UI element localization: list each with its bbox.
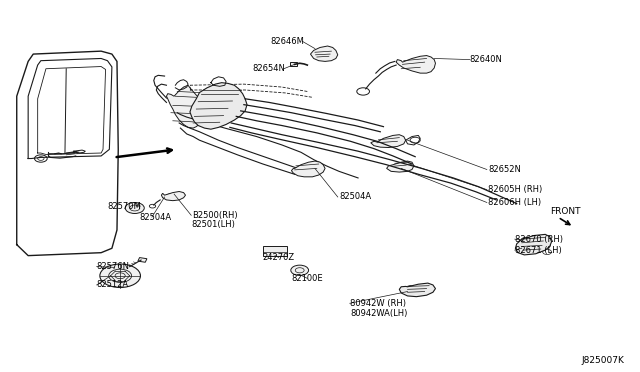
Text: 82504A: 82504A [339,192,371,202]
Bar [138,257,147,262]
Text: 82640N: 82640N [469,55,502,64]
Text: B2500(RH): B2500(RH) [192,211,237,220]
Polygon shape [515,234,552,255]
Text: 82605H (RH): 82605H (RH) [488,185,542,194]
Polygon shape [399,283,435,296]
Polygon shape [190,83,247,129]
Text: 82501(LH): 82501(LH) [192,220,236,229]
Text: 82512A: 82512A [97,280,129,289]
Text: 82646M: 82646M [270,37,304,46]
Text: 82606H (LH): 82606H (LH) [488,198,541,207]
Text: 82504A: 82504A [139,213,172,222]
Polygon shape [291,161,325,177]
Text: 82100E: 82100E [291,274,323,283]
Polygon shape [310,46,338,61]
Text: J825007K: J825007K [582,356,625,365]
Polygon shape [161,192,186,201]
Polygon shape [396,55,435,73]
Text: 82671 (LH): 82671 (LH) [515,246,562,254]
Polygon shape [166,85,206,128]
Text: FRONT: FRONT [550,207,580,216]
Text: 82576N: 82576N [97,262,130,271]
Bar [289,62,297,66]
Circle shape [291,265,308,275]
Text: 82652N: 82652N [488,165,521,174]
Bar [263,247,287,256]
Text: 80942WA(LH): 80942WA(LH) [351,309,408,318]
Text: 82654N: 82654N [252,64,285,73]
Text: 24270Z: 24270Z [262,253,295,262]
Text: 80942W (RH): 80942W (RH) [351,299,406,308]
Text: 82670 (RH): 82670 (RH) [515,235,563,244]
Text: 82570M: 82570M [108,202,141,211]
Circle shape [125,202,144,214]
Polygon shape [371,135,406,148]
Circle shape [100,264,140,288]
Polygon shape [387,161,414,172]
